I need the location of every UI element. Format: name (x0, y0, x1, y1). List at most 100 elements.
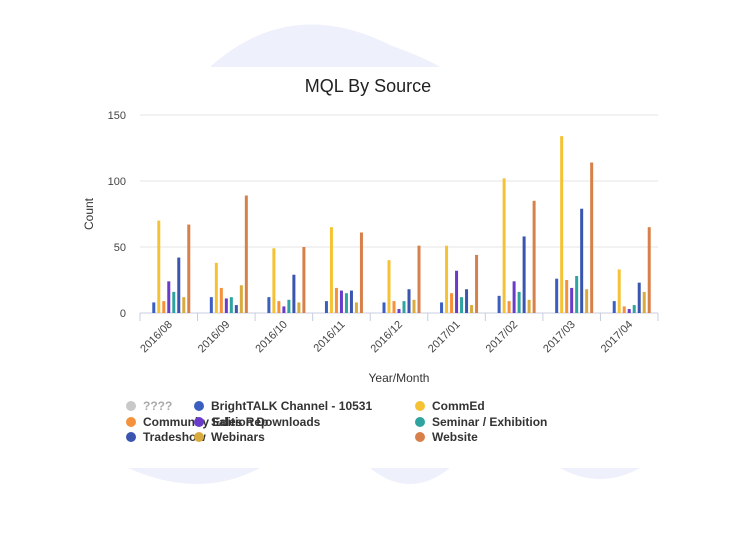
bar[interactable] (157, 220, 161, 313)
bar[interactable] (272, 248, 276, 313)
legend-item[interactable]: CommEd (415, 399, 485, 413)
bar[interactable] (187, 224, 191, 313)
bar[interactable] (334, 287, 338, 313)
bar[interactable] (575, 276, 579, 313)
bar[interactable] (382, 302, 386, 313)
x-tick-label: 2016/12 (369, 319, 406, 356)
legend-label: Seminar / Exhibition (432, 415, 547, 429)
bar[interactable] (460, 297, 464, 313)
bar[interactable] (354, 302, 358, 313)
bar[interactable] (617, 269, 621, 313)
bar[interactable] (329, 227, 333, 313)
bar[interactable] (359, 232, 363, 313)
bar[interactable] (397, 309, 401, 313)
bar[interactable] (475, 254, 479, 313)
bar[interactable] (387, 260, 391, 313)
legend-label: CommEd (432, 399, 485, 413)
bar[interactable] (209, 297, 213, 313)
background-blob-bottom (128, 468, 640, 484)
bar[interactable] (642, 291, 646, 313)
legend-item[interactable]: ???? (126, 399, 172, 413)
bar[interactable] (152, 302, 156, 313)
legend-label: Website (432, 430, 478, 444)
bar[interactable] (344, 293, 348, 313)
legend-item[interactable]: Sales Rep (194, 415, 268, 429)
bar[interactable] (417, 245, 421, 313)
bar[interactable] (392, 301, 396, 313)
bar[interactable] (229, 297, 233, 313)
bar[interactable] (637, 282, 641, 313)
legend-label: ???? (143, 399, 172, 413)
bar[interactable] (590, 162, 594, 313)
bar[interactable] (507, 301, 511, 313)
bar[interactable] (224, 298, 228, 313)
bar[interactable] (177, 257, 181, 313)
bar[interactable] (622, 306, 626, 313)
bar[interactable] (450, 293, 454, 313)
legend-item[interactable]: Website (415, 430, 478, 444)
bar[interactable] (292, 274, 296, 313)
y-tick-label: 0 (120, 308, 126, 320)
bar[interactable] (234, 305, 238, 313)
legend-item[interactable]: Seminar / Exhibition (415, 415, 547, 429)
legend-item[interactable]: Webinars (194, 430, 265, 444)
bars[interactable] (152, 136, 651, 313)
bar[interactable] (219, 287, 223, 313)
bar[interactable] (402, 301, 406, 313)
bar[interactable] (497, 295, 501, 313)
x-tick-label: 2017/03 (541, 319, 578, 356)
bar[interactable] (287, 299, 291, 313)
bar[interactable] (502, 178, 506, 313)
bar[interactable] (172, 291, 176, 313)
bar[interactable] (282, 306, 286, 313)
bar[interactable] (560, 136, 564, 313)
legend-item[interactable]: Tradeshow (126, 430, 206, 444)
bar[interactable] (277, 301, 281, 313)
bar[interactable] (612, 301, 616, 313)
y-tick-label: 100 (108, 176, 126, 188)
bar[interactable] (297, 302, 301, 313)
bar[interactable] (647, 227, 651, 313)
bar[interactable] (527, 299, 531, 313)
bar[interactable] (522, 236, 526, 313)
chart-title: MQL By Source (305, 76, 431, 96)
bar[interactable] (167, 281, 171, 313)
bar[interactable] (302, 247, 306, 313)
x-tick-labels: 2016/08 2016/09 2016/10 2016/11 2016/12 2017/… (138, 313, 659, 356)
bar[interactable] (517, 291, 521, 313)
bar[interactable] (349, 290, 353, 313)
bar[interactable] (632, 305, 636, 313)
legend-marker (415, 432, 425, 442)
bar[interactable] (555, 278, 559, 313)
bar[interactable] (445, 245, 449, 313)
bar[interactable] (512, 281, 516, 313)
bar[interactable] (627, 309, 631, 313)
bar[interactable] (339, 290, 343, 313)
bar[interactable] (267, 297, 271, 313)
legend[interactable]: ???? BrightTALK Channel - 10531 CommEd Comm… (126, 399, 547, 444)
y-tick-label: 150 (108, 110, 126, 122)
legend-marker (415, 417, 425, 427)
bar[interactable] (412, 299, 416, 313)
bar[interactable] (532, 200, 536, 313)
legend-marker (194, 401, 204, 411)
legend-item[interactable]: BrightTALK Channel - 10531 (194, 399, 372, 413)
bar[interactable] (570, 287, 574, 313)
y-axis-label: Count (82, 197, 96, 230)
bar[interactable] (239, 285, 243, 313)
bar[interactable] (214, 262, 218, 313)
legend-item[interactable]: Community Edition Downloads (126, 415, 321, 429)
bar[interactable] (324, 301, 328, 313)
bar[interactable] (565, 280, 569, 313)
bar[interactable] (470, 305, 474, 313)
bar[interactable] (244, 195, 248, 313)
bar[interactable] (407, 289, 411, 313)
bar[interactable] (182, 297, 186, 313)
bar[interactable] (455, 270, 459, 313)
bar[interactable] (162, 301, 166, 313)
bar[interactable] (585, 289, 589, 313)
bar[interactable] (580, 208, 584, 313)
bar[interactable] (440, 302, 444, 313)
bar[interactable] (465, 289, 469, 313)
